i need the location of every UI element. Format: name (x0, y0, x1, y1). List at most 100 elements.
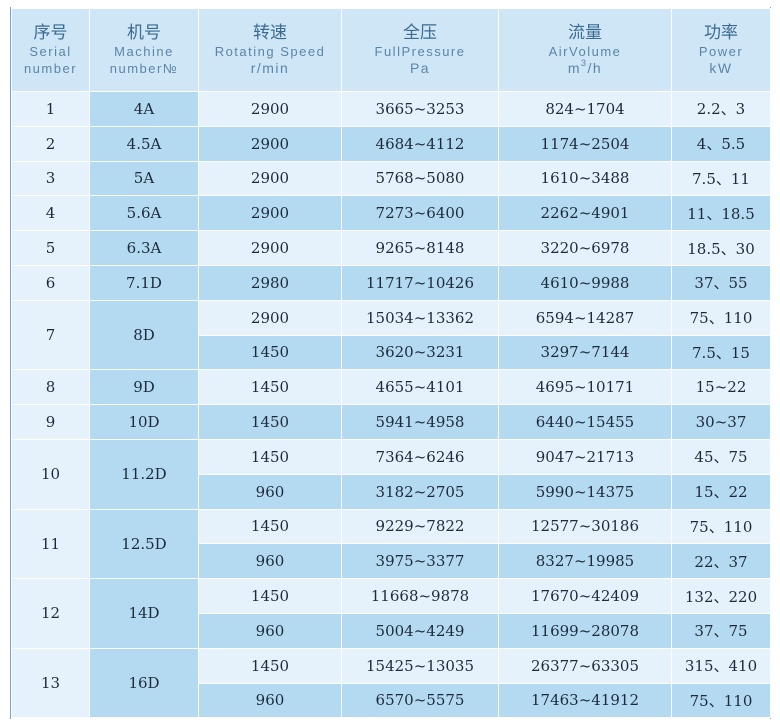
cell-pressure: 11717~10426 (341, 264, 499, 301)
table-row: 960 3182~2705 5990~14375 15、22 (12, 473, 771, 510)
cell-speed: 1450 (198, 508, 342, 545)
cell-pressure: 5768~5080 (341, 160, 499, 197)
cell-serial: 7 (11, 299, 90, 371)
header-volume-zh: 流量 (568, 22, 602, 43)
cell-power: 37、75 (671, 612, 771, 649)
header-machine-en2: number№ (109, 60, 179, 76)
cell-serial: 8 (11, 369, 90, 406)
table-row: 6 7.1D 2980 11717~10426 4610~9988 37、55 (11, 264, 771, 301)
header-power-zh: 功率 (704, 22, 738, 43)
cell-volume: 3220~6978 (498, 230, 672, 266)
cell-power: 45、75 (671, 438, 771, 475)
cell-speed: 2900 (198, 125, 342, 162)
cell-serial: 11 (11, 508, 90, 580)
cell-power: 15、22 (671, 473, 771, 510)
table-row: 5 6.3A 2900 9265~8148 3220~6978 18.5、30 (11, 230, 771, 266)
cell-power: 18.5、30 (671, 230, 771, 266)
cell-serial: 9 (11, 404, 90, 440)
cell-power: 11、18.5 (671, 195, 771, 232)
fan-spec-table: 序号 Serial number 机号 Machine number№ 转速 R… (11, 8, 771, 719)
cell-pressure: 3665~3253 (341, 91, 499, 127)
cell-machine-number: 4.5A (89, 125, 199, 162)
cell-machine-number: 5.6A (89, 195, 199, 232)
cell-power: 22、37 (671, 543, 771, 580)
cell-machine-number: 4A (89, 91, 199, 127)
header-pressure: 全压 FullPressure Pa (341, 8, 499, 92)
cell-pressure: 5004~4249 (341, 612, 499, 649)
table-row: 12 14D 1450 11668~9878 17670~42409 132、220 (11, 578, 771, 649)
cell-machine-number: 5A (89, 160, 199, 197)
cell-machine-number: 10D (89, 404, 199, 440)
header-speed-en: Rotating Speed (214, 43, 326, 59)
header-power: 功率 Power kW (671, 8, 771, 92)
cell-serial: 3 (11, 160, 90, 197)
cell-pressure: 3975~3377 (341, 543, 499, 580)
table-row: 9 10D 1450 5941~4958 6440~15455 30~37 (11, 404, 771, 440)
cell-pressure: 4684~4112 (341, 125, 499, 162)
cell-power: 132、220 (671, 578, 771, 614)
header-machine-zh: 机号 (127, 23, 161, 44)
cell-power: 75、110 (671, 682, 771, 719)
cell-serial: 13 (11, 647, 90, 719)
cell-power: 2.2、3 (671, 91, 771, 127)
cell-speed: 2900 (198, 230, 342, 266)
cell-power: 30~37 (671, 404, 771, 440)
cell-volume: 6594~14287 (498, 299, 672, 336)
table-body: 1 4A 2900 3665~3253 824~1704 2.2、3 2 4.5A 2900 46… (11, 91, 771, 719)
table-row: 2 4.5A 2900 4684~4112 1174~2504 4、5.5 (11, 125, 771, 162)
cell-serial: 1 (11, 91, 90, 127)
cell-volume: 2262~4901 (498, 195, 672, 232)
cell-serial: 5 (11, 230, 90, 266)
cell-power: 15~22 (671, 369, 771, 406)
cell-volume: 824~1704 (498, 91, 672, 127)
cell-serial: 4 (11, 195, 90, 232)
cell-power: 75、110 (671, 508, 771, 545)
cell-volume: 5990~14375 (498, 473, 672, 510)
cell-speed: 1450 (198, 369, 342, 406)
header-volume-unit-base: m (567, 60, 581, 76)
header-volume-unit-sup: 3 (580, 58, 588, 68)
table-row: 1450 3620~3231 3297~7144 7.5、15 (12, 334, 771, 371)
cell-volume: 26377~63305 (498, 647, 672, 684)
cell-pressure: 3182~2705 (341, 473, 499, 510)
cell-machine-number: 11.2D (89, 438, 199, 510)
cell-power: 75、110 (671, 299, 771, 336)
cell-machine-number: 6.3A (89, 230, 199, 266)
cell-speed: 2900 (198, 299, 342, 336)
cell-serial: 2 (11, 125, 90, 162)
table-row: 7 8D 2900 15034~13362 6594~14287 75、110 (11, 299, 771, 371)
cell-speed: 1450 (198, 438, 342, 475)
header-volume-unit-tail: /h (587, 60, 603, 76)
cell-power: 7.5、15 (671, 334, 771, 371)
header-serial-zh: 序号 (33, 23, 68, 44)
cell-volume: 3297~7144 (498, 334, 672, 371)
cell-volume: 6440~15455 (498, 404, 672, 440)
cell-volume: 4610~9988 (498, 264, 672, 301)
cell-power: 315、410 (671, 647, 771, 684)
cell-volume: 11699~28078 (498, 612, 672, 649)
cell-serial: 12 (11, 578, 90, 649)
cell-speed: 960 (198, 543, 342, 580)
cell-power: 4、5.5 (671, 125, 771, 162)
header-volume-en: AirVolume (548, 43, 622, 59)
cell-pressure: 11668~9878 (341, 578, 499, 614)
header-power-unit: kW (709, 60, 733, 76)
cell-speed: 960 (198, 682, 342, 719)
cell-volume: 4695~10171 (498, 369, 672, 406)
cell-volume: 17670~42409 (498, 578, 672, 614)
header-pressure-unit: Pa (409, 60, 431, 76)
table-row: 8 9D 1450 4655~4101 4695~10171 15~22 (11, 369, 771, 406)
cell-speed: 1450 (198, 647, 342, 684)
header-volume-unit: m3/h (500, 58, 671, 78)
header-speed-zh: 转速 (253, 22, 287, 43)
cell-machine-number: 12.5D (89, 508, 199, 580)
cell-machine-number: 9D (89, 369, 199, 406)
cell-speed: 1450 (198, 404, 342, 440)
cell-pressure: 3620~3231 (341, 334, 499, 371)
cell-speed: 2900 (198, 195, 342, 232)
cell-machine-number: 8D (89, 299, 199, 371)
table-row: 1 4A 2900 3665~3253 824~1704 2.2、3 (11, 91, 771, 127)
cell-power: 37、55 (671, 264, 771, 301)
header-machine-en1: Machine (114, 44, 174, 60)
cell-volume: 9047~21713 (498, 438, 672, 475)
